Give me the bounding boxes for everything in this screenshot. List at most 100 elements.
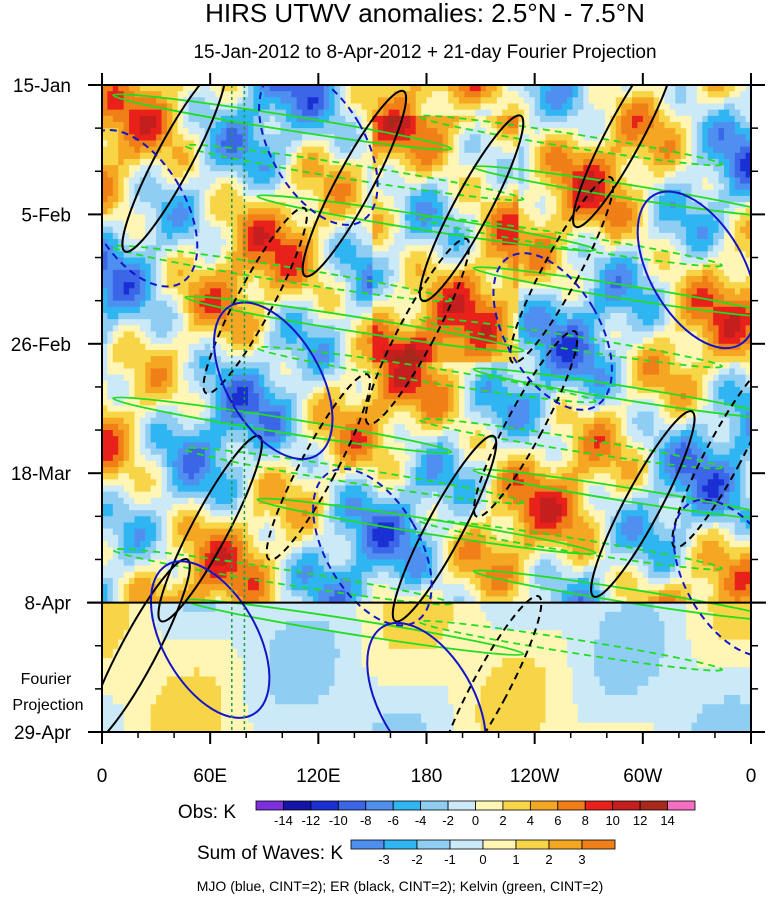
heatmap-cell — [653, 85, 660, 92]
heatmap-cell — [372, 121, 379, 129]
heatmap-cell — [621, 134, 628, 142]
heatmap-cell — [496, 269, 503, 277]
heatmap-cell — [513, 331, 520, 339]
heatmap-cell — [285, 128, 292, 135]
heatmap-cell — [713, 152, 720, 160]
heatmap-cell — [469, 300, 476, 308]
heatmap-cell — [339, 294, 346, 302]
heatmap-cell — [729, 171, 736, 179]
heatmap-cell — [302, 312, 309, 320]
heatmap-cell — [696, 85, 703, 92]
heatmap-cell — [513, 146, 520, 154]
heatmap-cell — [312, 269, 319, 277]
heatmap-cell — [296, 134, 303, 142]
heatmap-cell — [485, 220, 492, 228]
heatmap-cell — [210, 269, 217, 277]
heatmap-cell — [567, 263, 574, 271]
heatmap-cell — [713, 91, 720, 98]
heatmap-cell — [172, 331, 179, 339]
heatmap-cell — [415, 171, 422, 179]
heatmap-cell — [664, 115, 671, 123]
heatmap-cell — [129, 245, 136, 252]
heatmap-cell — [226, 183, 233, 191]
heatmap-cell — [183, 220, 190, 228]
heatmap-cell — [431, 226, 438, 234]
heatmap-cell — [150, 134, 157, 142]
heatmap-cell — [258, 91, 265, 98]
heatmap-cell — [372, 220, 379, 228]
heatmap-cell — [680, 300, 687, 308]
heatmap-cell — [204, 158, 211, 166]
heatmap-cell — [431, 257, 438, 265]
heatmap-cell — [664, 214, 671, 222]
heatmap-cell — [242, 251, 249, 259]
heatmap-cell — [642, 146, 649, 154]
heatmap-cell — [437, 294, 444, 302]
heatmap-cell — [480, 306, 487, 314]
heatmap-cell — [729, 140, 736, 148]
heatmap-cell — [442, 202, 449, 209]
heatmap-cell — [702, 325, 709, 333]
heatmap-cell — [518, 276, 525, 283]
heatmap-cell — [231, 245, 238, 252]
heatmap-cell — [437, 276, 444, 283]
heatmap-cell — [561, 91, 568, 98]
heatmap-cell — [723, 91, 730, 98]
heatmap-cell — [204, 165, 211, 172]
heatmap-cell — [491, 103, 498, 111]
heatmap-cell — [556, 158, 563, 166]
heatmap-cell — [242, 134, 249, 142]
heatmap-cell — [188, 319, 195, 326]
heatmap-cell — [485, 257, 492, 265]
heatmap-cell — [118, 97, 125, 105]
heatmap-cell — [610, 85, 617, 92]
heatmap-cell — [237, 282, 244, 289]
heatmap-cell — [431, 208, 438, 215]
heatmap-cell — [534, 220, 541, 228]
heatmap-cell — [372, 128, 379, 135]
heatmap-cell — [583, 85, 590, 92]
heatmap-cell — [183, 239, 190, 246]
heatmap-cell — [307, 189, 314, 197]
heatmap-cell — [275, 325, 282, 333]
heatmap-cell — [577, 91, 584, 98]
heatmap-cell — [491, 263, 498, 271]
heatmap-cell — [334, 220, 341, 228]
heatmap-cell — [248, 189, 255, 197]
heatmap-cell — [285, 276, 292, 283]
heatmap-cell — [399, 195, 406, 203]
heatmap-cell — [610, 152, 617, 160]
heatmap-cell — [118, 115, 125, 123]
heatmap-cell — [458, 245, 465, 252]
heatmap-cell — [642, 97, 649, 105]
heatmap-cell — [599, 97, 606, 105]
heatmap-cell — [485, 115, 492, 123]
heatmap-cell — [231, 220, 238, 228]
heatmap-cell — [129, 189, 136, 197]
heatmap-cell — [610, 91, 617, 98]
heatmap-cell — [210, 331, 217, 339]
heatmap-cell — [302, 239, 309, 246]
heatmap-cell — [129, 146, 136, 154]
heatmap-cell — [707, 189, 714, 197]
heatmap-cell — [659, 91, 666, 98]
heatmap-cell — [475, 85, 482, 92]
heatmap-cell — [242, 202, 249, 209]
heatmap-cell — [621, 288, 628, 296]
heatmap-cell — [177, 177, 184, 185]
heatmap-cell — [718, 140, 725, 148]
heatmap-cell — [269, 226, 276, 234]
heatmap-cell — [653, 134, 660, 142]
heatmap-cell — [204, 134, 211, 142]
heatmap-cell — [734, 115, 741, 123]
heatmap-cell — [388, 239, 395, 246]
heatmap-cell — [134, 282, 141, 289]
heatmap-cell — [588, 325, 595, 333]
heatmap-cell — [161, 251, 168, 259]
heatmap-cell — [285, 300, 292, 308]
heatmap-cell — [469, 251, 476, 259]
heatmap-cell — [312, 288, 319, 296]
heatmap-cell — [550, 257, 557, 265]
heatmap-cell — [215, 263, 222, 271]
heatmap-cell — [220, 171, 227, 179]
